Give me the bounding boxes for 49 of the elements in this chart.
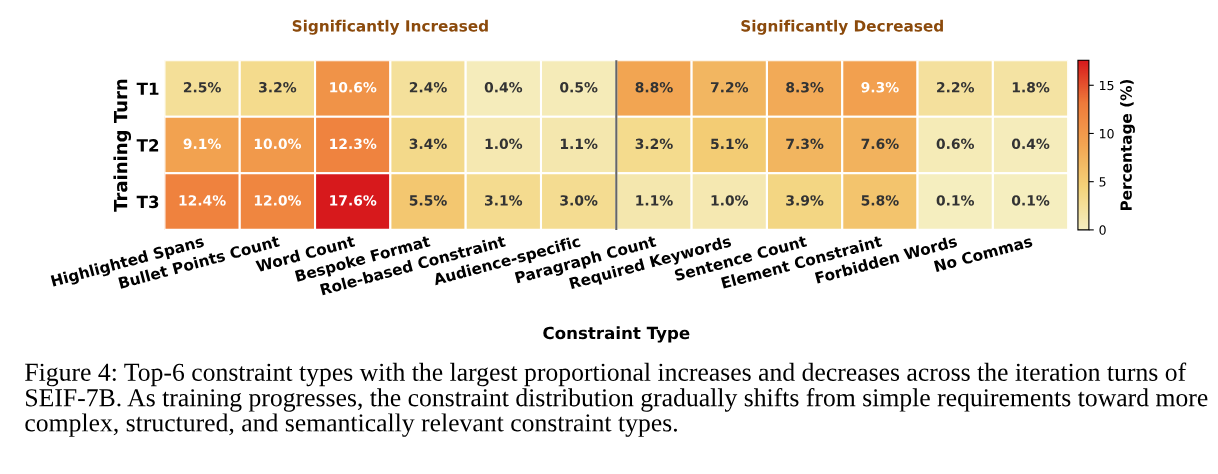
data-label: 12.0%	[254, 195, 302, 206]
data-label: 3.1%	[485, 195, 523, 206]
data-label: 1.0%	[485, 138, 523, 150]
data-label: 2.2%	[937, 82, 975, 93]
data-label: 0.6%	[936, 138, 975, 150]
caption: Figure 4: Top-6 constraint types with the largest proportional increases and decreases across the iteration turns of SEIF-7B. As training progresses, the constraint distribution gradually shifts from simple requirements toward more complex, structured, and semantically relevant constraint types.	[25, 362, 1208, 437]
data-label: 3.2%	[635, 138, 673, 150]
color-bar-title: Percentage (%)	[1120, 79, 1135, 211]
data-label: 8.8%	[635, 82, 673, 93]
data-label: 2.5%	[183, 82, 221, 93]
text: Significantly Decreased	[741, 19, 943, 35]
data-label: 0.4%	[1011, 138, 1050, 150]
data-label: 17.6%	[330, 195, 377, 206]
data-label: 3.0%	[560, 195, 598, 206]
data-label: 7.2%	[710, 82, 749, 93]
y-tick-label: T1	[136, 82, 159, 95]
data-label: 2.4%	[409, 82, 447, 93]
data-label: 1.1%	[560, 138, 598, 150]
data-label: 0.1%	[936, 195, 975, 206]
data-label: 8.3%	[786, 82, 824, 93]
color-bar-label: 5	[1099, 177, 1106, 187]
color-bar-label: 15	[1099, 80, 1114, 91]
data-label: 7.6%	[861, 138, 899, 150]
x-axis-title: Constraint Type	[543, 326, 690, 343]
data-label: 9.3%	[861, 82, 899, 93]
data-label: 5.8%	[861, 195, 899, 206]
data-label: 9.1%	[183, 138, 221, 150]
data-label: 0.4%	[484, 82, 523, 93]
data-label: 3.9%	[786, 195, 824, 206]
color-bar-label: 0	[1099, 225, 1106, 235]
color-bar-label: 10	[1099, 128, 1114, 139]
y-tick-label: T2	[136, 139, 159, 152]
y-axis-title: Training Turn	[113, 79, 132, 212]
data-label: 10.0%	[254, 138, 302, 150]
data-label: 5.5%	[409, 195, 447, 206]
data-label: 3.4%	[409, 138, 447, 150]
text: Significantly Increased	[292, 19, 488, 35]
data-label: 0.1%	[1011, 195, 1050, 206]
y-tick-label: T3	[136, 195, 159, 209]
data-label: 12.4%	[179, 195, 226, 206]
data-label: 1.1%	[636, 195, 673, 206]
data-label: 7.3%	[786, 138, 824, 150]
data-label: 3.2%	[259, 82, 297, 93]
data-label: 1.8%	[1012, 82, 1050, 93]
data-label: 12.3%	[330, 138, 377, 150]
data-label: 10.6%	[330, 82, 377, 93]
data-label: 0.5%	[560, 82, 598, 93]
data-label: 5.1%	[711, 138, 749, 150]
data-label: 1.0%	[711, 195, 749, 206]
